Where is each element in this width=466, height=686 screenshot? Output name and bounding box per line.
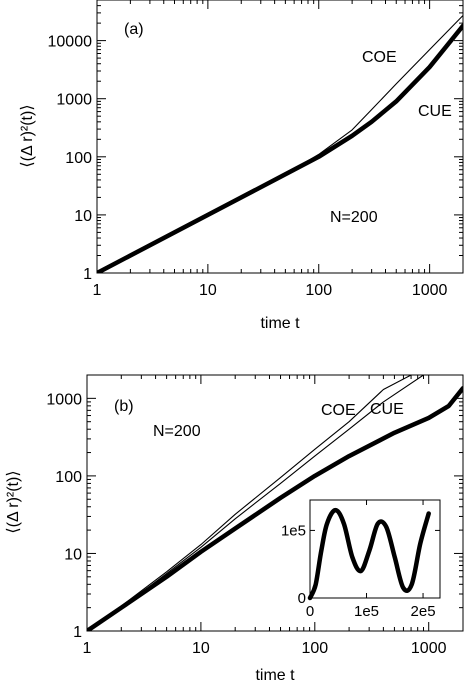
y-tick-label: 10 (64, 546, 82, 563)
x-axis: 1 10 100 1000 (83, 375, 464, 657)
x-axis: 1 10 100 1000 (93, 0, 464, 299)
series-label-cue: CUE (418, 103, 452, 120)
annotation-n: N=200 (153, 423, 201, 440)
x-tick-label: 100 (301, 640, 328, 657)
y-tick-label: 1 (83, 266, 92, 283)
series-group (87, 375, 463, 631)
inset-series-line (307, 507, 431, 601)
series-group (97, 14, 463, 273)
inset-x-tick-label: 0 (306, 603, 314, 620)
chart-panel-1: 1 10 100 1000 1 10 100 1000 10000 COE CUE (a) N=200 t… (19, 0, 464, 332)
x-tick-label: 100 (305, 282, 332, 299)
y-axis: 1 10 100 1000 (46, 374, 463, 641)
inset-x-tick-label: 2e5 (411, 603, 436, 620)
x-axis-label: time t (260, 315, 300, 332)
y-axis-label: ⟨(Δ r)²(t)⟩ (5, 470, 22, 533)
y-axis: 1 10 100 1000 10000 (48, 0, 463, 283)
x-tick-label: 1 (83, 640, 92, 657)
annotation-n: N=200 (330, 209, 378, 226)
x-tick-label: 1000 (411, 640, 447, 657)
x-tick-label: 1 (93, 282, 102, 299)
series-line-cue (97, 23, 463, 273)
series-label-cue: CUE (370, 401, 404, 418)
plot-frame (86, 374, 464, 632)
inset-x-tick-label: 1e5 (354, 603, 379, 620)
chart-panel-2: 1 10 100 1000 1 10 100 1000 COE CUE (b) N=200 time t… (5, 374, 464, 684)
y-tick-label: 100 (55, 469, 82, 486)
series-label-coe: COE (362, 49, 397, 66)
y-tick-label: 1000 (56, 92, 92, 109)
series-label-coe: COE (321, 402, 356, 419)
panel-label: (a) (124, 21, 144, 38)
y-tick-label: 1 (73, 624, 82, 641)
plot-frame (96, 0, 464, 274)
series-line-coe (87, 375, 412, 631)
x-tick-label: 1000 (412, 282, 448, 299)
y-axis-label: ⟨(Δ r)²(t)⟩ (19, 104, 36, 167)
y-tick-label: 100 (65, 150, 92, 167)
x-axis-label: time t (255, 667, 295, 684)
inset-y-tick-label: 0 (298, 590, 306, 607)
x-tick-label: 10 (192, 640, 210, 657)
y-tick-label: 1000 (46, 391, 82, 408)
y-tick-label: 10000 (48, 34, 93, 51)
series-line-cue (87, 385, 463, 631)
x-tick-label: 10 (199, 282, 217, 299)
y-tick-label: 10 (74, 208, 92, 225)
series-line-coe (97, 14, 463, 273)
inset-y-tick-label: 1e5 (281, 522, 306, 539)
inset-chart: 0 1e5 2e5 0 1e5 (281, 499, 441, 620)
panel-label: (b) (114, 398, 134, 415)
